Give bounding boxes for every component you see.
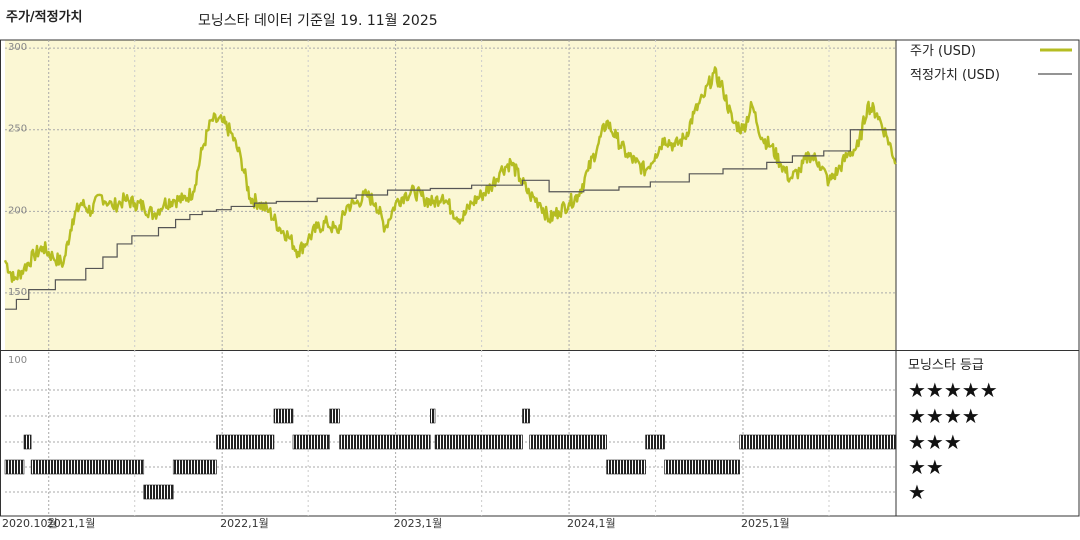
data-date-label: 모닝스타 데이터 기준일 19. 11월 2025 [198, 13, 438, 29]
x-tick-label-4: 2024,1월 [567, 517, 616, 530]
rating-band-5 [216, 434, 275, 450]
rating-band-3 [143, 484, 174, 500]
rating-band-11 [434, 434, 523, 450]
series-price-line [3, 66, 897, 283]
rating-band-13 [529, 434, 607, 450]
x-tick-label-0: 2020.10월 [2, 517, 58, 530]
x-tick-label-2: 2022,1월 [220, 517, 269, 530]
y-tick-label-250: 250 [8, 124, 27, 135]
rating-band-8 [329, 408, 340, 424]
legend-price-label: 주가 (USD) [910, 44, 976, 59]
rating-band-17 [739, 434, 897, 450]
rating-axis-max-label: 100 [8, 355, 27, 366]
rating-band-15 [645, 434, 665, 450]
rating-level-5-stars: ★★★★★ [908, 378, 998, 402]
chart-frame [0, 39, 1080, 517]
legend-fair-label: 적정가치 (USD) [910, 68, 1000, 83]
rating-level-1-stars: ★ [908, 480, 926, 504]
x-tick-label-5: 2025,1월 [741, 517, 790, 530]
x-tick-label-1: 2021,1월 [47, 517, 96, 530]
y-tick-label-200: 200 [8, 205, 27, 216]
rating-band-16 [664, 459, 740, 475]
rating-band-14 [606, 459, 646, 475]
price-panel-bg [5, 40, 896, 350]
rating-band-6 [273, 408, 294, 424]
y-tick-label-300: 300 [8, 42, 27, 53]
rating-title: 모닝스타 등급 [908, 358, 984, 373]
rating-level-2-stars: ★★ [908, 455, 944, 479]
rating-band-9 [339, 434, 431, 450]
rating-band-1 [23, 434, 32, 450]
rating-level-4-stars: ★★★★ [908, 404, 980, 428]
rating-level-3-stars: ★★★ [908, 430, 962, 454]
chart-title: 주가/적정가치 [6, 10, 83, 25]
rating-band-7 [292, 434, 330, 450]
rating-band-0 [4, 459, 25, 475]
x-tick-label-3: 2023,1월 [394, 517, 443, 530]
series-fair-value-line [5, 129, 896, 310]
rating-band-12 [522, 408, 530, 424]
y-tick-label-150: 150 [8, 287, 27, 298]
rating-band-2 [30, 459, 145, 475]
rating-band-4 [172, 459, 217, 475]
rating-band-10 [430, 408, 436, 424]
